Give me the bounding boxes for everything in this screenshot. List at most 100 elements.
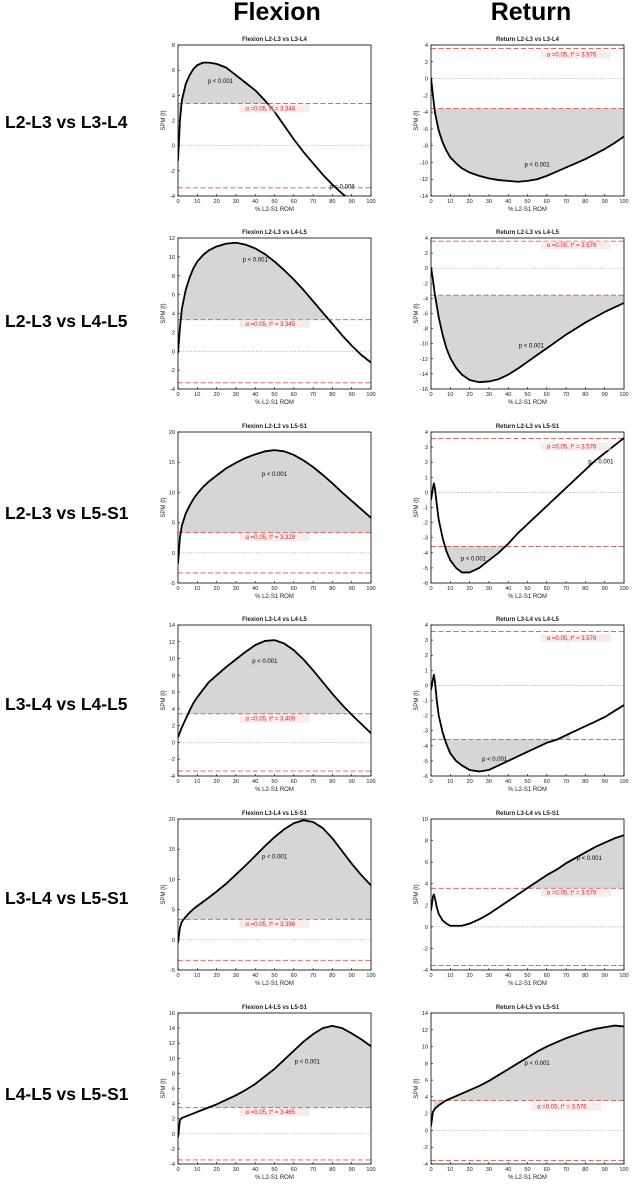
y-tick-label: -1 — [423, 699, 428, 705]
x-tick-label: 20 — [213, 973, 219, 979]
x-tick-label: 20 — [213, 586, 219, 592]
x-tick-label: 90 — [349, 586, 355, 592]
spm-curve — [431, 1024, 624, 1127]
alpha-threshold-label: α =0.05, t* = 3.329 — [246, 535, 296, 541]
y-tick-label: 15 — [169, 460, 175, 466]
x-tick-label: 90 — [349, 973, 355, 979]
alpha-threshold-label: α =0.05, t* = 3.576 — [547, 53, 597, 59]
x-tick-label: 30 — [233, 779, 239, 785]
y-tick-label: -2 — [423, 1145, 428, 1151]
x-tick-label: 70 — [310, 392, 316, 398]
panel-9: Flexion L3-L4 vs L5-S10 10 20 30 40 50 60 70 80 9… — [161, 811, 376, 987]
x-tick-label: 20 — [466, 392, 472, 398]
y-tick-label: -3 — [423, 729, 428, 735]
alpha-label-bg — [540, 442, 611, 451]
alpha-label-bg — [239, 919, 310, 928]
y-tick-label: 4 — [425, 882, 428, 888]
y-tick-label: 2 — [425, 460, 428, 466]
x-tick-label: 0 — [176, 973, 179, 979]
y-tick-label: 4 — [425, 1095, 428, 1101]
y-tick-label: 4 — [425, 43, 428, 49]
x-tick-label: 50 — [271, 1167, 277, 1173]
x-tick-label: 50 — [271, 586, 277, 592]
x-tick-label: 90 — [349, 1167, 355, 1173]
x-tick-label: 50 — [524, 1167, 530, 1173]
y-tick-label: -12 — [420, 357, 428, 363]
x-tick-label: 40 — [505, 392, 511, 398]
x-tick-label: 80 — [329, 392, 335, 398]
y-tick-label: -4 — [423, 744, 428, 750]
p-value-annotation: p < 0.001 — [577, 856, 603, 862]
y-tick-label: -6 — [423, 581, 428, 587]
y-tick-label: 2 — [425, 903, 428, 909]
x-tick-label: 20 — [213, 1167, 219, 1173]
x-tick-label: 30 — [486, 199, 492, 205]
panel-12: Return L4-L5 vs L5-S10 10 20 30 40 50 60 70 80 90… — [414, 1005, 629, 1181]
alpha-label-bg — [540, 888, 611, 897]
panel-5: Flexion L2-L3 vs L5-S10 10 20 30 40 50 60 70 80 9… — [161, 424, 376, 600]
x-tick-label: 80 — [329, 779, 335, 785]
y-tick-label: -14 — [420, 372, 428, 378]
x-tick-label: 60 — [544, 973, 550, 979]
x-axis-label: % L2-S1 ROM — [508, 787, 547, 793]
spm-curve — [178, 449, 371, 564]
x-tick-label: 60 — [544, 586, 550, 592]
y-tick-label: -10 — [420, 160, 428, 166]
y-tick-label: 2 — [172, 724, 175, 730]
y-tick-label: -5 — [170, 968, 175, 974]
x-tick-label: 30 — [233, 199, 239, 205]
y-axis-label: SPM {t} — [161, 884, 167, 904]
alpha-label-bg — [540, 50, 611, 59]
column-header-return: Return — [491, 0, 572, 26]
panel-title: Return L3-L4 vs L5-S1 — [496, 811, 560, 817]
cluster-fill — [180, 242, 333, 324]
y-tick-label: 14 — [169, 623, 175, 629]
panel-title: Flexion L2-L3 vs L5-S1 — [242, 424, 308, 430]
y-tick-label: 2 — [425, 1112, 428, 1118]
y-tick-label: 4 — [172, 312, 175, 318]
alpha-threshold-label: α =0.05, t* = 3.576 — [547, 243, 597, 249]
y-tick-label: -4 — [423, 1162, 428, 1168]
y-axis-label: SPM {t} — [414, 690, 420, 710]
x-tick-label: 40 — [505, 1167, 511, 1173]
y-tick-label: -12 — [420, 177, 428, 183]
y-axis-label: SPM {t} — [414, 1078, 420, 1098]
alpha-label-bg — [239, 714, 310, 723]
x-tick-label: 0 — [176, 586, 179, 592]
x-tick-label: 80 — [582, 779, 588, 785]
y-tick-label: 0 — [425, 490, 428, 496]
y-tick-label: -4 — [170, 774, 175, 780]
y-tick-label: 0 — [425, 77, 428, 83]
x-tick-label: 100 — [619, 199, 628, 205]
x-tick-label: 0 — [429, 586, 432, 592]
y-tick-label: 0 — [172, 144, 175, 150]
y-tick-label: 10 — [169, 255, 175, 261]
spm-curve — [178, 819, 371, 943]
x-tick-label: 60 — [544, 1167, 550, 1173]
x-tick-label: 20 — [213, 779, 219, 785]
alpha-threshold-label: α =0.05, t* = 3.576 — [547, 636, 597, 642]
panel-1: Flexion L2-L3 vs L3-L40 10 20 30 40 50 60 70 80 9… — [161, 37, 376, 213]
x-tick-label: 30 — [233, 392, 239, 398]
y-tick-label: 0 — [172, 740, 175, 746]
x-tick-label: 10 — [194, 779, 200, 785]
x-tick-label: 40 — [252, 973, 258, 979]
y-tick-label: -2 — [423, 281, 428, 287]
x-tick-label: 100 — [366, 392, 375, 398]
x-tick-label: 80 — [582, 392, 588, 398]
y-tick-label: 10 — [422, 817, 428, 823]
x-tick-label: 30 — [486, 973, 492, 979]
x-tick-label: 80 — [582, 973, 588, 979]
x-tick-label: 60 — [544, 199, 550, 205]
y-tick-label: 4 — [172, 93, 175, 99]
p-value-annotation: p < 0.001 — [262, 854, 288, 860]
panel-title: Return L4-L5 vs L5-S1 — [496, 1005, 560, 1011]
spm-curve — [431, 267, 624, 384]
y-tick-label: -2 — [170, 368, 175, 374]
x-tick-label: 0 — [176, 779, 179, 785]
y-axis-label: SPM {t} — [414, 497, 420, 517]
x-axis-label: % L2-S1 ROM — [255, 981, 294, 987]
x-tick-label: 60 — [291, 973, 297, 979]
x-tick-label: 20 — [213, 392, 219, 398]
y-tick-label: 0 — [425, 683, 428, 689]
